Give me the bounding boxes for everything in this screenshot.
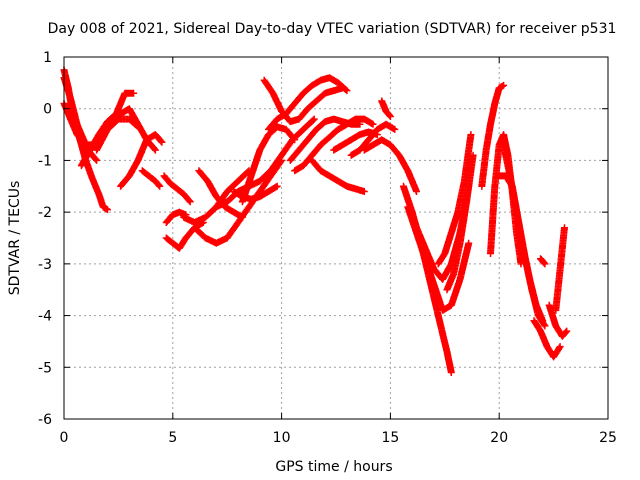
chart-title: Day 008 of 2021, Sidereal Day-to-day VTE… bbox=[48, 21, 617, 37]
plus-marker-trace bbox=[265, 74, 351, 133]
plus-marker-trace bbox=[93, 115, 142, 154]
x-tick-label: 15 bbox=[381, 430, 399, 446]
plus-marker-trace bbox=[308, 156, 368, 195]
y-tick-label: -1 bbox=[38, 153, 52, 169]
plus-marker-trace bbox=[238, 123, 299, 206]
series-track-u bbox=[308, 156, 368, 195]
series-track-ah bbox=[500, 141, 547, 325]
y-tick-label: -4 bbox=[38, 309, 52, 325]
y-tick-label: 0 bbox=[43, 102, 52, 118]
series-track-ai bbox=[530, 317, 564, 361]
series-track-h bbox=[160, 172, 194, 206]
series-track-e bbox=[93, 115, 142, 154]
plus-marker-trace bbox=[77, 89, 138, 170]
series-track-f bbox=[117, 131, 166, 190]
series-track-ac bbox=[434, 131, 475, 268]
plus-marker-trace bbox=[552, 224, 568, 314]
plus-marker-trace bbox=[537, 255, 549, 268]
series-track-i bbox=[162, 208, 190, 226]
plus-marker-trace bbox=[291, 115, 377, 175]
series-track-ak bbox=[552, 224, 568, 314]
series-track-r bbox=[265, 74, 351, 133]
plus-marker-trace bbox=[478, 81, 508, 190]
axis-ticks: 0 5 10 15 20 25 -6 -5 -4 -3 -2 -1 0 1 bbox=[38, 50, 617, 446]
x-tick-label: 10 bbox=[273, 430, 291, 446]
plus-marker-trace bbox=[545, 301, 571, 340]
plus-marker-trace bbox=[195, 167, 246, 221]
y-tick-label: -5 bbox=[38, 360, 52, 376]
series-track-ad bbox=[443, 151, 477, 294]
x-tick-label: 0 bbox=[60, 430, 69, 446]
x-axis-label: GPS time / hours bbox=[275, 459, 392, 475]
series-track-al bbox=[537, 255, 549, 268]
series-track-d bbox=[77, 89, 138, 170]
y-axis-label: SDTVAR / TECUs bbox=[7, 181, 23, 296]
plus-marker-trace bbox=[500, 141, 547, 325]
plus-marker-trace bbox=[530, 317, 564, 361]
series-track-t bbox=[291, 115, 377, 175]
series-track-p bbox=[238, 123, 299, 206]
series-track-ae bbox=[478, 81, 508, 190]
y-tick-label: -2 bbox=[38, 205, 52, 221]
x-tick-label: 25 bbox=[599, 430, 617, 446]
y-tick-label: -3 bbox=[38, 257, 52, 273]
plus-marker-trace bbox=[117, 131, 166, 190]
series-track-m bbox=[195, 167, 246, 221]
series-track-aj bbox=[545, 301, 571, 340]
series-track-x bbox=[360, 136, 420, 195]
series-track-y bbox=[378, 97, 394, 120]
x-tick-label: 20 bbox=[490, 430, 508, 446]
y-tick-label: 1 bbox=[43, 50, 52, 66]
plus-marker-trace bbox=[443, 151, 477, 294]
series-track-g bbox=[138, 167, 164, 190]
plus-marker-trace bbox=[347, 120, 399, 159]
plus-marker-trace bbox=[360, 136, 420, 195]
plus-marker-trace bbox=[160, 172, 194, 206]
plus-marker-trace bbox=[162, 208, 190, 226]
plus-marker-trace bbox=[434, 131, 475, 268]
plot-frame bbox=[63, 56, 609, 420]
plus-marker-trace bbox=[138, 167, 164, 190]
series-track-w bbox=[347, 120, 399, 159]
y-tick-label: -6 bbox=[38, 412, 52, 428]
plus-marker-trace bbox=[378, 97, 394, 120]
x-tick-label: 5 bbox=[168, 430, 177, 446]
